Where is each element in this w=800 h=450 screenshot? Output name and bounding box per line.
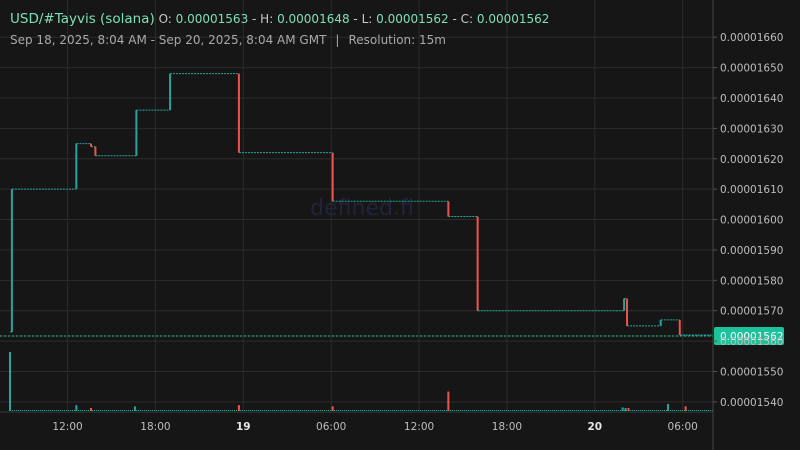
- x-tick-label: 19: [236, 421, 251, 433]
- ohlc-readout: O: 0.00001563 - H: 0.00001648 - L: 0.000…: [158, 12, 550, 26]
- x-tick-label: 06:00: [668, 421, 698, 433]
- volume-bar: [621, 407, 624, 411]
- high-value: 0.00001648: [277, 12, 350, 26]
- volume-bar: [667, 403, 670, 411]
- time-axis[interactable]: 12:00 18:00 19 06:00 12:00 18:00 20 06:00: [52, 421, 697, 433]
- open-value: 0.00001563: [175, 12, 249, 26]
- volume-bar: [89, 408, 92, 411]
- x-tick-label: 12:00: [52, 421, 82, 433]
- low-label: L:: [361, 12, 373, 26]
- y-tick-label: 0.00001640: [720, 93, 783, 105]
- x-tick-label: 20: [587, 421, 602, 433]
- y-tick-label: 0.00001540: [720, 397, 783, 409]
- y-tick-label: 0.00001650: [720, 63, 783, 75]
- y-tick-label: 0.00001560: [720, 336, 783, 348]
- high-label: H:: [260, 12, 274, 26]
- y-tick-label: 0.00001590: [720, 245, 783, 257]
- volume-bar: [624, 408, 627, 411]
- volume-bar: [684, 406, 687, 411]
- x-tick-label: 18:00: [492, 421, 522, 433]
- chart-subheader: Sep 18, 2025, 8:04 AM - Sep 20, 2025, 8:…: [10, 33, 446, 47]
- volume-bar: [237, 405, 240, 411]
- separator: |: [335, 33, 340, 47]
- x-tick-label: 12:00: [404, 421, 434, 433]
- volume-bar: [331, 406, 334, 411]
- open-label: O:: [158, 12, 172, 26]
- y-tick-label: 0.00001550: [720, 366, 783, 378]
- y-tick-label: 0.00001600: [720, 215, 783, 227]
- volume-bar: [627, 408, 630, 411]
- volume-bar: [75, 405, 78, 411]
- x-tick-label: 06:00: [316, 421, 346, 433]
- price-axis[interactable]: 0.00001540 0.00001550 0.00001560 0.00001570…: [712, 0, 783, 450]
- volume-bar: [133, 406, 136, 411]
- x-tick-label: 18:00: [140, 421, 170, 433]
- legend-header: USD/#Tayvis (solana) O: 0.00001563 - H: …: [10, 11, 549, 27]
- last-price-label: 0.00001562: [720, 331, 783, 343]
- low-value: 0.00001562: [376, 12, 449, 26]
- grid-lines: [0, 0, 713, 413]
- volume-bar: [447, 391, 450, 411]
- resolution-label: Resolution: 15m: [348, 33, 446, 47]
- price-series: [10, 73, 713, 336]
- volume-bar: [9, 352, 11, 411]
- watermark: defined.fi: [310, 196, 414, 221]
- close-label: C:: [460, 12, 474, 26]
- y-tick-label: 0.00001570: [720, 306, 783, 318]
- volume-bars: [9, 352, 713, 411]
- close-value: 0.00001562: [476, 12, 550, 26]
- date-range: Sep 18, 2025, 8:04 AM - Sep 20, 2025, 8:…: [10, 33, 327, 47]
- y-tick-label: 0.00001580: [720, 275, 783, 287]
- symbol-title[interactable]: USD/#Tayvis (solana): [10, 11, 155, 27]
- y-tick-label: 0.00001660: [720, 32, 783, 44]
- last-price-badge: [714, 327, 784, 346]
- last-price-line: 0.00001562: [0, 327, 784, 346]
- y-tick-label: 0.00001620: [720, 154, 783, 166]
- y-tick-label: 0.00001630: [720, 123, 783, 135]
- y-tick-label: 0.00001610: [720, 184, 783, 196]
